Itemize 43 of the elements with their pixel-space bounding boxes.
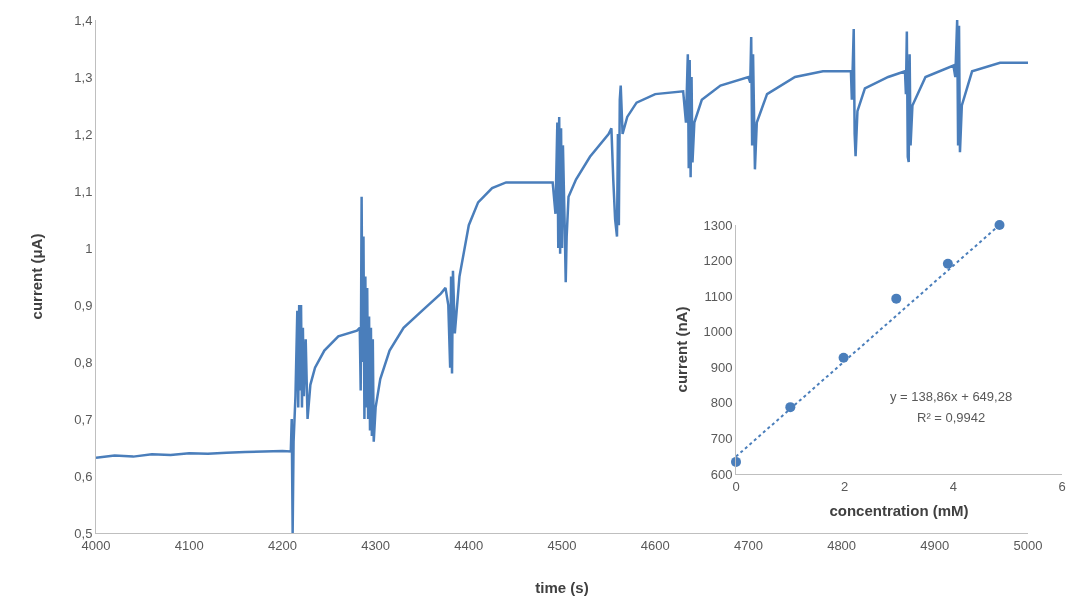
- x-tick-label: 4700: [733, 537, 763, 553]
- y-tick-label: 1: [85, 240, 93, 256]
- x-tick-label: 4100: [174, 537, 204, 553]
- y-tick-label: 0,7: [74, 411, 93, 427]
- y-tick-label: 0,9: [74, 297, 93, 313]
- x-tick-label: 4600: [640, 537, 670, 553]
- y-tick-label: 1000: [703, 324, 733, 340]
- point: [785, 402, 796, 413]
- y-axis-title: current (nA): [672, 306, 690, 393]
- y-tick-label: 600: [710, 466, 733, 482]
- y-tick-label: 1,1: [74, 183, 93, 199]
- y-tick-label: 1300: [703, 217, 733, 233]
- x-tick-label: 5000: [1013, 537, 1043, 553]
- annotation: R² = 0,9942: [917, 410, 986, 425]
- point: [891, 293, 902, 304]
- x-tick-label: 0: [732, 478, 740, 494]
- x-tick-label: 4200: [267, 537, 297, 553]
- x-tick-label: 4800: [827, 537, 857, 553]
- y-tick-label: 0,6: [74, 468, 93, 484]
- annotation: y = 138,86x + 649,28: [890, 389, 1013, 404]
- x-tick-label: 4: [949, 478, 957, 494]
- y-tick-label: 800: [710, 395, 733, 411]
- y-tick-label: 900: [710, 359, 733, 375]
- y-tick-label: 1100: [704, 288, 733, 304]
- y-tick-label: 1,3: [74, 69, 93, 85]
- y-tick-label: 1200: [703, 253, 733, 269]
- x-axis-title: concentration (mM): [829, 501, 969, 519]
- y-tick-label: 1,2: [74, 126, 93, 142]
- y-tick-label: 0,5: [74, 525, 93, 541]
- point: [994, 220, 1005, 230]
- x-tick-label: 4300: [361, 537, 391, 553]
- y-tick-label: 1,4: [74, 12, 93, 28]
- y-tick-label: 0,8: [74, 354, 93, 370]
- x-tick-label: 4400: [454, 537, 484, 553]
- x-tick-label: 6: [1058, 478, 1066, 494]
- y-axis-title: current (μA): [27, 233, 45, 320]
- y-tick-label: 700: [710, 430, 733, 446]
- x-tick-label: 2: [841, 478, 849, 494]
- point: [942, 258, 953, 269]
- x-tick-label: 4500: [547, 537, 577, 553]
- line-series: [96, 20, 1028, 533]
- x-tick-label: 4900: [920, 537, 950, 553]
- x-axis-title: time (s): [535, 578, 589, 596]
